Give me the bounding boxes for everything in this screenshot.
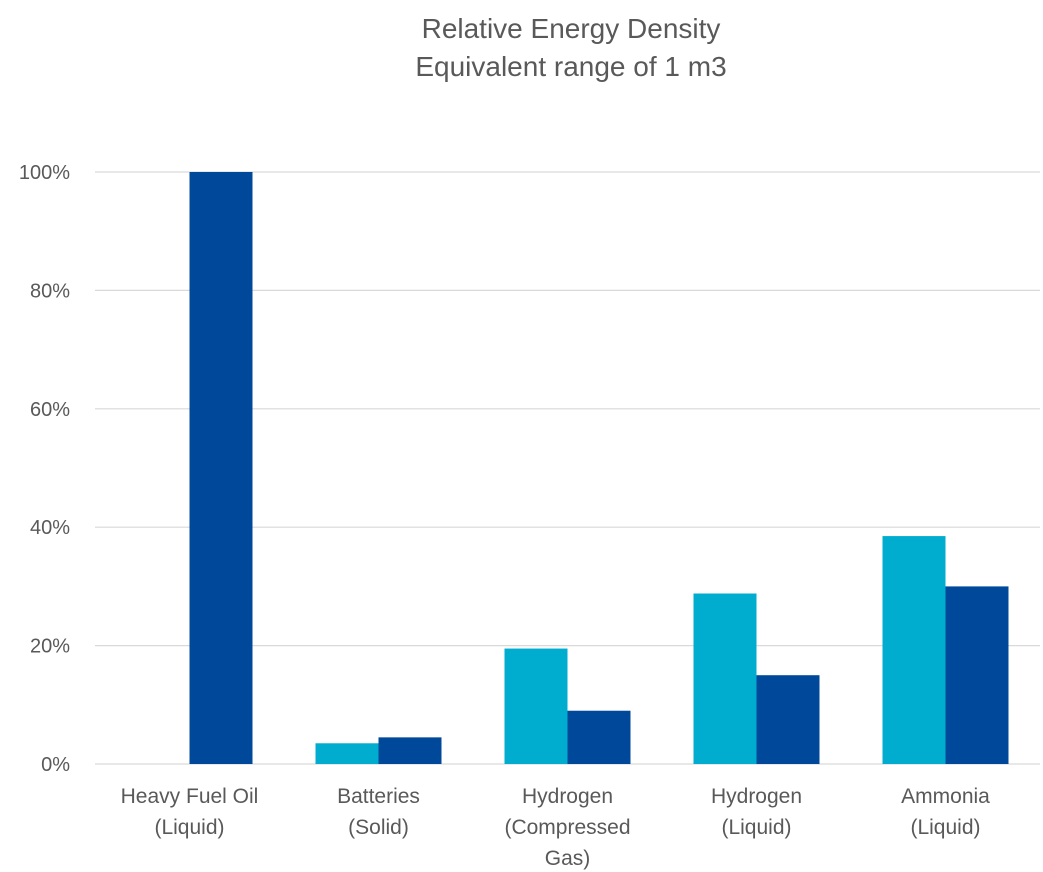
- bar-series-2-category-2: [378, 737, 442, 764]
- x-category-label: Hydrogen (Compressed Gas): [504, 785, 630, 870]
- bar-series-1-category-3: [504, 648, 568, 764]
- y-tick-label: 80%: [30, 280, 70, 302]
- bars: [189, 172, 1009, 764]
- bar-series-1-category-4: [693, 593, 757, 764]
- y-axis-tick-labels: 0% 20% 40% 60% 80% 100%: [19, 162, 70, 776]
- y-tick-label: 20%: [30, 636, 70, 658]
- chart-title-line-2: Equivalent range of 1 m3: [415, 51, 726, 82]
- bar-series-2-category-5: [945, 586, 1009, 764]
- y-tick-label: 100%: [19, 162, 70, 184]
- bar-series-2-category-3: [567, 710, 631, 764]
- bar-series-1-category-5: [882, 536, 946, 764]
- x-category-label: Ammonia (Liquid): [901, 785, 990, 839]
- x-category-label: Heavy Fuel Oil (Liquid): [121, 785, 259, 839]
- y-tick-label: 60%: [30, 399, 70, 421]
- chart-title: Relative Energy Density Equivalent range…: [415, 13, 726, 82]
- bar-series-2-category-4: [756, 675, 820, 764]
- y-tick-label: 0%: [41, 754, 70, 776]
- x-category-label: Batteries (Solid): [337, 785, 420, 839]
- x-category-label: Hydrogen (Liquid): [711, 785, 802, 839]
- y-tick-label: 40%: [30, 517, 70, 539]
- bar-series-2-category-1: [189, 172, 253, 764]
- x-axis-category-labels: Heavy Fuel Oil (Liquid) Batteries (Solid) Hy…: [121, 785, 991, 870]
- chart-title-line-1: Relative Energy Density: [422, 13, 721, 44]
- bar-series-1-category-2: [315, 743, 379, 764]
